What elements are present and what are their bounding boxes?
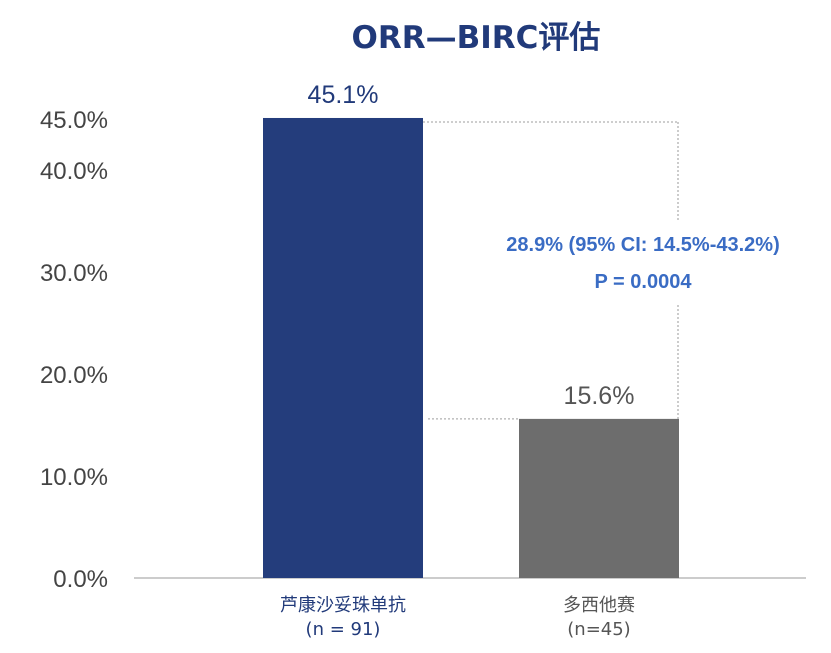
y-tick-label: 30.0% [40,260,108,287]
category-count-1: (n = 91) [306,619,381,640]
category-count-2: (n=45) [567,619,630,640]
y-axis: 0.0% 10.0% 20.0% 30.0% 40.0% 45.0% [40,107,108,593]
y-tick-label: 40.0% [40,158,108,185]
chart-title: ORR—BIRC评估 [352,20,601,56]
category-labels: 芦康沙妥珠单抗 (n = 91) 多西他赛 (n=45) [280,595,635,640]
p-value-annotation: P = 0.0004 [595,271,693,293]
data-label-1: 45.1% [308,81,379,109]
y-tick-label: 20.0% [40,362,108,389]
bar-1 [263,117,423,578]
data-label-2: 15.6% [564,382,635,410]
category-label-1: 芦康沙妥珠单抗 [280,595,406,616]
difference-bracket [423,121,679,420]
y-tick-label: 10.0% [40,464,108,491]
difference-annotation: 28.9% (95% CI: 14.5%-43.2%) [506,234,779,256]
y-tick-label: 0.0% [53,566,108,593]
category-label-2: 多西他赛 [563,595,635,616]
data-labels: 45.1% 15.6% [308,81,635,410]
bar-2 [519,418,679,578]
y-tick-label: 45.0% [40,107,108,134]
bars [263,117,679,578]
